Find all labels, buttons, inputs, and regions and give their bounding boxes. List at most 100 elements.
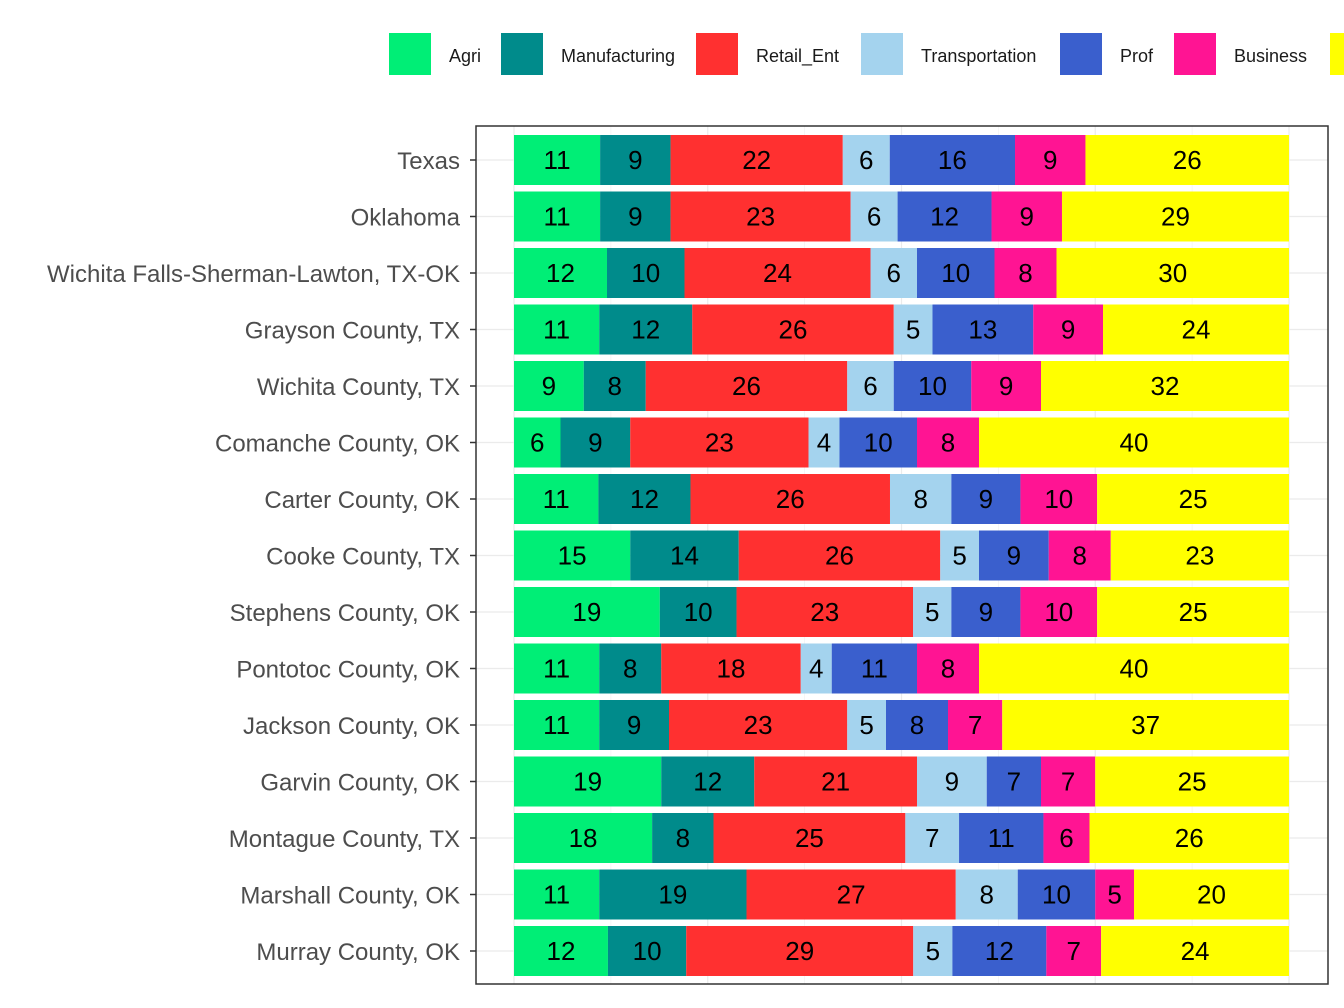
- data-label: 26: [825, 541, 854, 571]
- bar-row-texas: 11 9 22 6 16 9 26: [514, 135, 1289, 185]
- bar-segment-manufacturing: [560, 417, 631, 468]
- data-label: 9: [945, 767, 959, 797]
- data-label: 10: [918, 371, 947, 401]
- data-label: 19: [572, 597, 601, 627]
- legend-key: [1060, 33, 1102, 75]
- bar-row-murray-county-ok: 12 10 29 5 12 7 24: [514, 926, 1289, 976]
- bar-segment-manufacturing: [599, 869, 747, 920]
- data-label: 11: [543, 315, 570, 345]
- bar-segment-other: [1056, 248, 1289, 298]
- bar-segment-retail-ent: [746, 869, 956, 920]
- data-label: 24: [1181, 936, 1210, 966]
- bar-row-comanche-county-ok: 6 9 23 4 10 8 40: [514, 417, 1289, 468]
- bar-segment-prof: [932, 304, 1034, 355]
- bar-segment-agri: [514, 135, 601, 185]
- data-label: 7: [968, 710, 982, 740]
- data-label: 26: [732, 371, 761, 401]
- data-label: 8: [910, 710, 924, 740]
- bar-row-jackson-county-ok: 11 9 23 5 8 7 37: [514, 700, 1289, 750]
- y-tick-label: Murray County, OK: [256, 939, 460, 966]
- bar-segment-prof: [831, 643, 917, 694]
- bar-segment-business: [971, 361, 1041, 411]
- bar-segment-business: [917, 417, 979, 468]
- bar-segment-other: [979, 643, 1289, 694]
- bar-row-oklahoma: 11 9 23 6 12 9 29: [514, 191, 1289, 242]
- bar-segment-manufacturing: [652, 813, 714, 863]
- data-label: 25: [1178, 767, 1207, 797]
- bar-segment-retail-ent: [738, 530, 941, 581]
- y-tick-label: Pontotoc County, OK: [236, 657, 460, 684]
- bar-segment-manufacturing: [599, 700, 669, 750]
- bar-segment-transportation: [889, 474, 952, 524]
- data-label: 40: [1120, 654, 1149, 684]
- data-label: 5: [926, 936, 940, 966]
- legend: Agri Manufacturing Retail_Ent Transportatio…: [389, 33, 1344, 75]
- data-label: 22: [742, 145, 771, 175]
- bar-segment-prof: [917, 248, 995, 298]
- data-label: 9: [627, 710, 641, 740]
- data-label: 9: [628, 202, 642, 232]
- data-label: 10: [684, 597, 713, 627]
- bar-segment-agri: [514, 474, 599, 524]
- data-label: 8: [623, 654, 637, 684]
- y-tick-label: Montague County, TX: [229, 826, 460, 853]
- y-tick-label: Comanche County, OK: [215, 431, 460, 458]
- bar-segment-other: [1097, 474, 1289, 524]
- data-label: 11: [543, 654, 570, 684]
- data-label: 18: [569, 823, 598, 853]
- bar-segment-other: [1101, 926, 1289, 976]
- bar-segment-other: [1095, 756, 1289, 807]
- bar-segment-retail-ent: [690, 474, 890, 524]
- y-tick-label: Grayson County, TX: [245, 318, 460, 345]
- data-label: 24: [763, 258, 792, 288]
- data-label: 9: [979, 597, 993, 627]
- data-label: 8: [980, 880, 994, 910]
- bar-segment-agri: [514, 304, 600, 355]
- data-label: 8: [941, 654, 955, 684]
- data-label: 23: [746, 202, 775, 232]
- bar-segment-business: [1015, 135, 1086, 185]
- bar-segment-retail-ent: [661, 643, 801, 694]
- data-label: 4: [809, 654, 823, 684]
- bar-segment-transportation: [847, 700, 886, 750]
- bar-segment-agri: [514, 813, 653, 863]
- data-label: 16: [938, 145, 967, 175]
- data-label: 9: [1020, 202, 1034, 232]
- data-label: 30: [1158, 258, 1187, 288]
- bar-segment-retail-ent: [669, 700, 848, 750]
- bar-segment-business: [1020, 587, 1098, 637]
- bar-segment-other: [1002, 700, 1289, 750]
- bar-segment-prof: [986, 756, 1041, 807]
- data-label: 19: [658, 880, 687, 910]
- legend-label: Retail_Ent: [756, 46, 839, 67]
- legend-item-retail-ent: Retail_Ent: [696, 33, 839, 75]
- data-label: 12: [693, 767, 722, 797]
- bar-segment-other: [1097, 587, 1289, 637]
- data-label: 5: [925, 597, 939, 627]
- data-label: 9: [588, 428, 602, 458]
- bar-segment-prof: [889, 135, 1016, 185]
- legend-label: Transportation: [921, 46, 1036, 66]
- data-label: 20: [1197, 880, 1226, 910]
- y-tick-label: Wichita County, TX: [257, 374, 460, 401]
- y-tick-label: Marshall County, OK: [240, 883, 460, 910]
- y-tick-label: Carter County, OK: [264, 487, 460, 514]
- legend-item-other: [1330, 33, 1344, 75]
- data-label: 10: [1044, 597, 1073, 627]
- legend-label: Manufacturing: [561, 46, 675, 66]
- data-label: 25: [795, 823, 824, 853]
- bar-segment-agri: [514, 361, 584, 411]
- bar-segment-prof: [951, 587, 1021, 637]
- bar-segment-manufacturing: [583, 361, 646, 411]
- data-label: 10: [1042, 880, 1071, 910]
- data-label: 12: [930, 202, 959, 232]
- data-label: 9: [1061, 315, 1075, 345]
- bar-segment-transportation: [940, 530, 979, 581]
- bar-row-garvin-county-ok: 19 12 21 9 7 7 25: [514, 756, 1289, 807]
- y-tick-label: Oklahoma: [351, 205, 461, 232]
- bar-row-wichita-falls-sherman-lawton-tx-ok: 12 10 24 6 10 8 30: [514, 248, 1289, 298]
- bar-segment-manufacturing: [600, 191, 671, 242]
- bar-segment-transportation: [913, 926, 953, 976]
- data-label: 29: [785, 936, 814, 966]
- data-label: 4: [817, 428, 831, 458]
